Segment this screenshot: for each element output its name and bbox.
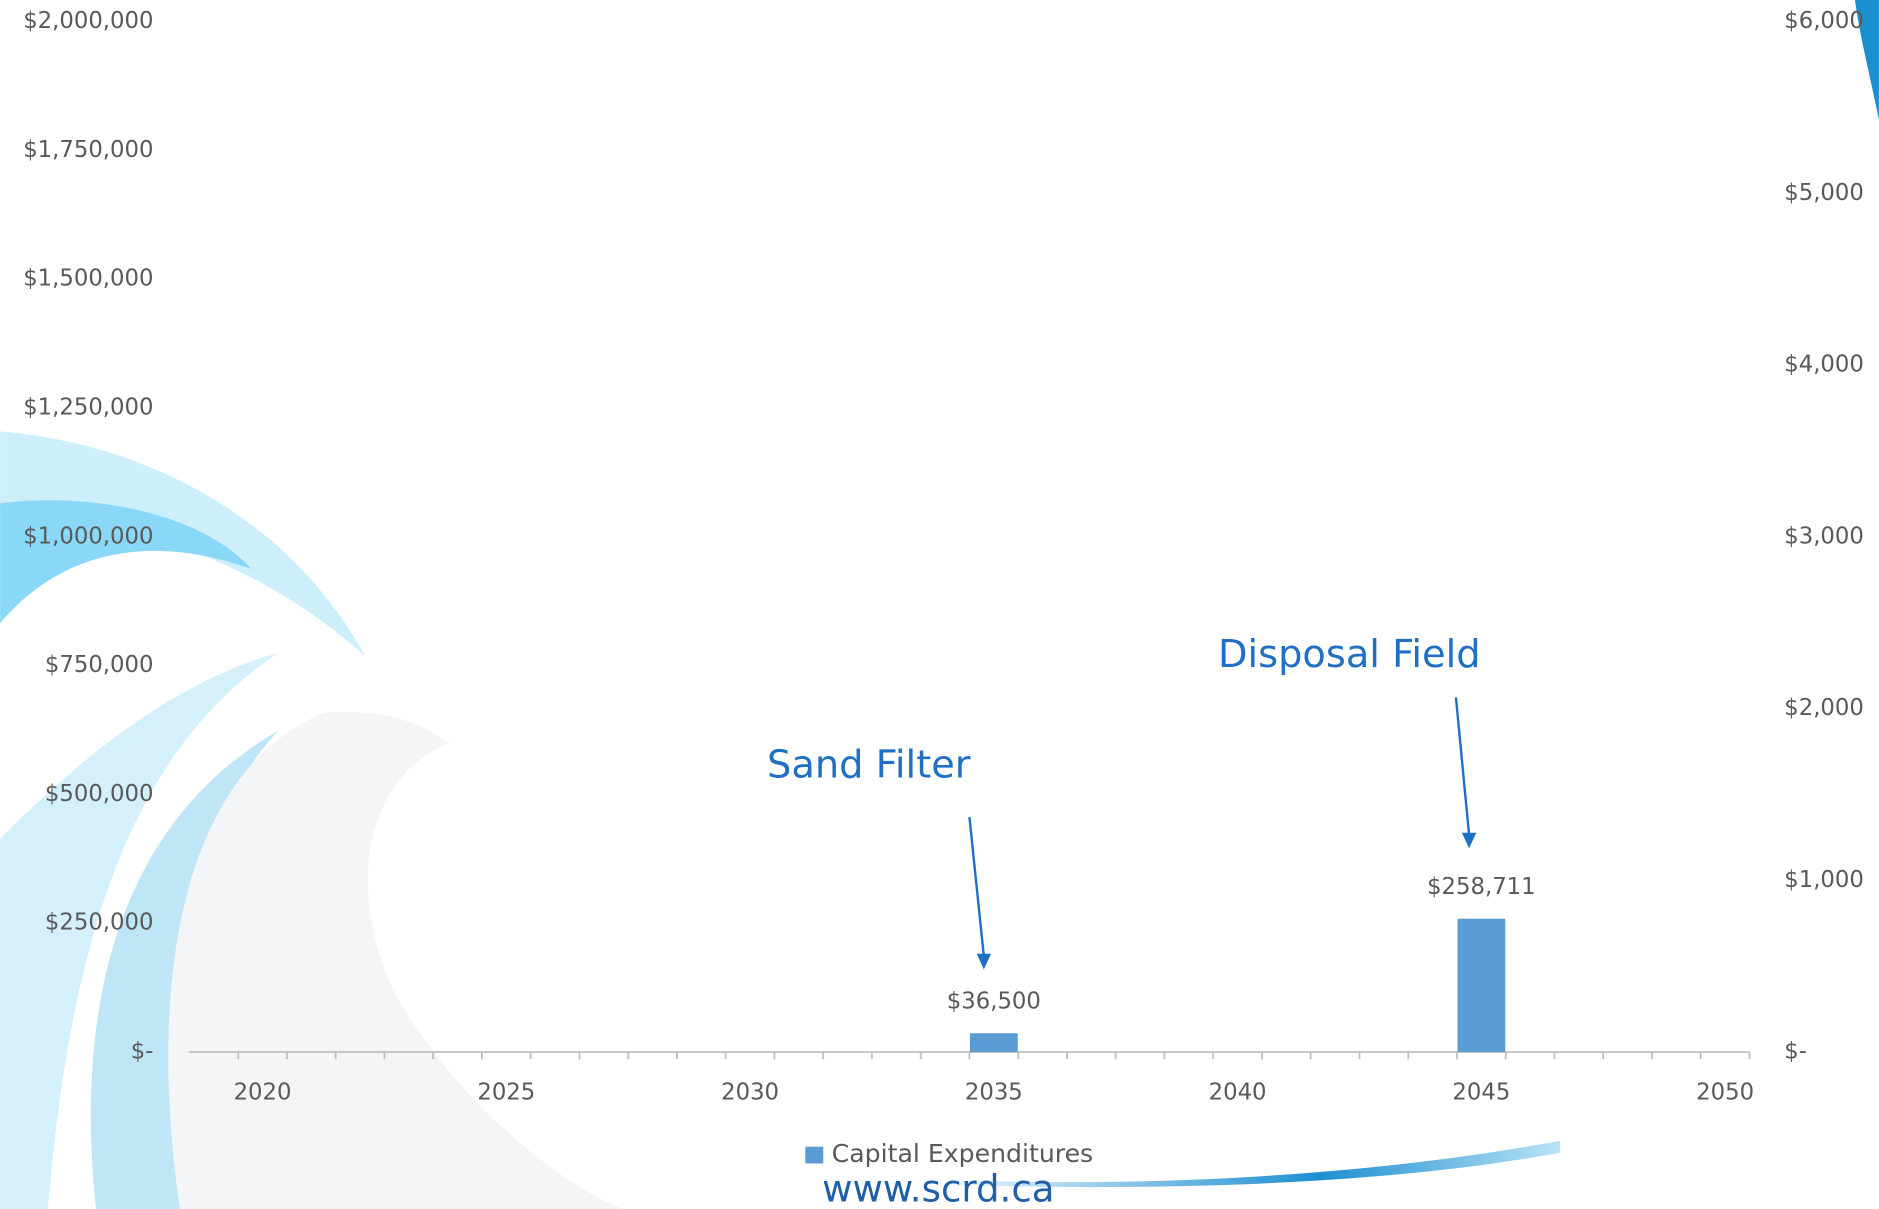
y2-tick-label: $5,000 [1784, 180, 1864, 206]
y-tick-label: $- [131, 1039, 154, 1065]
x-tick-label: 2020 [234, 1079, 292, 1105]
y-tick-label: $1,250,000 [23, 394, 153, 420]
x-tick-label: 2035 [965, 1079, 1023, 1105]
data-label: $258,711 [1427, 874, 1536, 900]
x-tick-label: 2050 [1696, 1079, 1754, 1105]
bar [1457, 918, 1506, 1053]
y-tick-label: $1,500,000 [23, 266, 153, 292]
y-tick-label: $1,000,000 [23, 523, 153, 549]
y-tick-label: $2,000,000 [23, 8, 153, 34]
annotation: Disposal Field [1218, 632, 1481, 677]
y2-tick-label: $6,000 [1784, 8, 1864, 34]
y-tick-label: $500,000 [45, 781, 154, 807]
data-label: $36,500 [947, 989, 1041, 1015]
y-tick-label: $750,000 [45, 652, 154, 678]
y2-tick-label: $- [1784, 1039, 1807, 1065]
y-tick-label: $250,000 [45, 910, 154, 936]
arrow [1454, 697, 1471, 836]
bar [969, 1033, 1018, 1053]
arrow [968, 817, 986, 957]
arrowhead [1461, 832, 1477, 849]
x-tick-label: 2045 [1452, 1079, 1510, 1105]
legend-swatch [805, 1146, 824, 1164]
y2-tick-label: $1,000 [1784, 867, 1864, 893]
y2-tick-label: $2,000 [1784, 695, 1864, 721]
footer: www.scrd.ca [822, 1168, 1054, 1209]
y2-tick-label: $3,000 [1784, 523, 1864, 549]
legend-label: Capital Expenditures [832, 1139, 1094, 1168]
x-tick-label: 2040 [1209, 1079, 1267, 1105]
arrowhead [976, 953, 992, 970]
annotation: Sand Filter [767, 742, 971, 787]
x-tick-label: 2025 [477, 1079, 535, 1105]
y2-tick-label: $4,000 [1784, 352, 1864, 378]
y-tick-label: $1,750,000 [23, 137, 153, 163]
x-tick-label: 2030 [721, 1079, 779, 1105]
